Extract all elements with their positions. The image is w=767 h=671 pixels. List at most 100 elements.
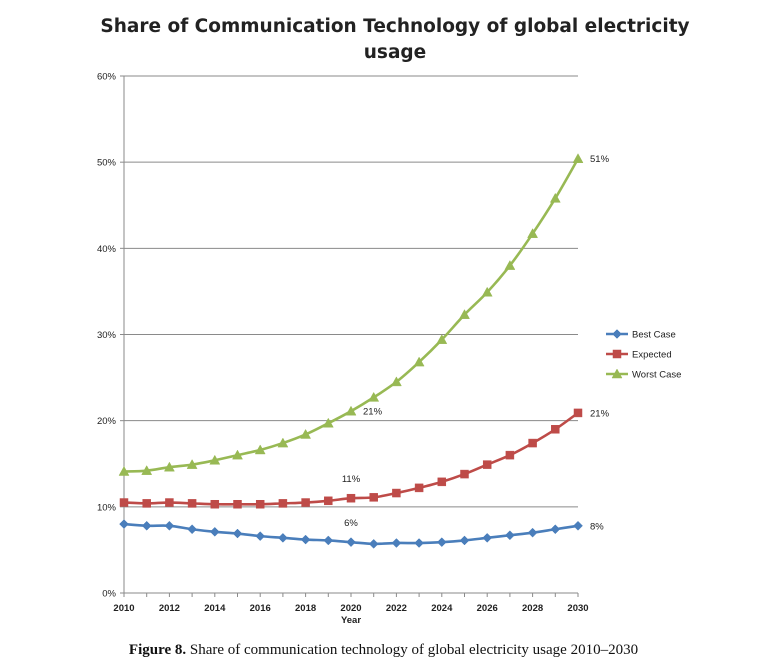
data-point-best-case (255, 531, 266, 541)
y-tick-label: 30% (97, 330, 117, 341)
x-tick-label: 2018 (295, 603, 316, 614)
figure-caption-label: Figure 8. (128, 642, 187, 658)
data-point-best-case (482, 532, 493, 543)
data-point-worst-case (277, 437, 289, 448)
x-tick-label: 2030 (567, 603, 588, 614)
data-point-expected (165, 498, 174, 507)
figure-caption-text: Share of communication technology of glo… (186, 642, 639, 658)
data-point-worst-case (368, 391, 380, 402)
figure-caption: Figure 8. Share of communication technol… (0, 642, 767, 659)
data-point-worst-case (345, 405, 357, 416)
data-point-expected (369, 493, 378, 502)
y-tick-label: 40% (97, 244, 117, 255)
data-point-best-case (368, 539, 379, 549)
data-point-worst-case (390, 376, 402, 387)
data-point-expected (505, 450, 515, 460)
data-point-worst-case (549, 192, 561, 203)
data-point-best-case (278, 532, 288, 543)
data-point-expected (210, 499, 220, 509)
data-point-worst-case (459, 309, 470, 319)
data-point-worst-case (209, 454, 221, 465)
data-point-expected (233, 499, 242, 509)
x-tick-label: 2014 (204, 603, 226, 614)
legend-marker-worst-case (611, 368, 623, 379)
legend-marker-expected (612, 349, 622, 359)
data-point-expected (142, 499, 151, 508)
data-point-worst-case (141, 465, 153, 475)
data-point-worst-case (186, 459, 198, 469)
data-point-worst-case (118, 465, 130, 476)
data-point-expected (278, 499, 288, 508)
data-point-expected (346, 493, 356, 503)
data-point-best-case (141, 520, 152, 531)
legend-label-best-case: Best Case (632, 330, 676, 341)
y-tick-label: 0% (102, 589, 116, 600)
data-point-best-case (209, 526, 220, 537)
y-tick-label: 20% (97, 416, 117, 427)
data-point-expected (324, 496, 333, 506)
data-point-expected (528, 438, 537, 448)
data-point-best-case (187, 524, 197, 535)
data-point-expected (551, 425, 560, 434)
data-point-best-case (300, 534, 311, 545)
data-point-best-case (527, 527, 538, 538)
data-point-expected (437, 477, 447, 487)
x-tick-label: 2028 (522, 603, 543, 614)
x-tick-label: 2024 (431, 603, 453, 614)
data-point-worst-case (572, 153, 584, 163)
data-point-expected (187, 499, 197, 508)
data-point-best-case (414, 538, 424, 548)
data-point-worst-case (300, 428, 312, 439)
y-tick-label: 10% (97, 502, 117, 513)
data-point-expected (482, 460, 492, 469)
data-point-worst-case (481, 286, 493, 297)
legend-label-worst-case: Worst Case (632, 370, 681, 381)
chart-title: Share of Communication Technology of glo… (100, 16, 690, 63)
data-point-expected (301, 498, 310, 507)
data-point-best-case (573, 520, 583, 531)
data-label: 21% (363, 407, 383, 418)
data-point-expected (414, 483, 424, 493)
data-point-worst-case (504, 260, 516, 270)
data-point-expected (119, 498, 129, 507)
data-label: 51% (590, 154, 610, 165)
data-label: 11% (342, 474, 361, 485)
x-tick-label: 2022 (386, 603, 407, 614)
data-point-best-case (323, 535, 334, 546)
data-point-best-case (346, 537, 356, 548)
y-tick-label: 50% (97, 158, 117, 169)
data-label: 8% (590, 521, 604, 532)
data-point-expected (392, 488, 401, 498)
data-point-expected (573, 408, 583, 418)
data-point-worst-case (322, 417, 334, 428)
data-point-worst-case (527, 228, 539, 238)
data-point-best-case (164, 520, 175, 531)
y-tick-label: 60% (97, 72, 117, 83)
x-axis-title: Year (341, 615, 361, 626)
data-point-expected (255, 499, 265, 509)
x-tick-label: 2012 (159, 603, 180, 614)
legend-marker-best-case (612, 329, 622, 339)
data-point-worst-case (163, 461, 175, 472)
data-point-best-case (505, 530, 515, 541)
data-point-worst-case (254, 444, 266, 455)
legend-label-expected: Expected (632, 350, 672, 361)
data-point-worst-case (232, 449, 243, 460)
data-point-best-case (232, 528, 243, 539)
data-point-best-case (550, 524, 561, 535)
data-point-expected (460, 469, 469, 479)
data-label: 6% (344, 518, 358, 529)
x-tick-label: 2020 (340, 603, 361, 614)
x-tick-label: 2010 (113, 603, 134, 614)
data-point-best-case (391, 538, 402, 548)
data-point-worst-case (413, 356, 425, 367)
data-point-worst-case (436, 334, 448, 344)
data-point-best-case (436, 537, 447, 548)
x-tick-label: 2026 (477, 603, 498, 614)
data-point-best-case (119, 519, 129, 529)
x-tick-label: 2016 (250, 603, 271, 614)
data-point-best-case (459, 535, 470, 546)
data-label: 21% (590, 408, 610, 419)
series-line-worst-case (123, 158, 580, 473)
